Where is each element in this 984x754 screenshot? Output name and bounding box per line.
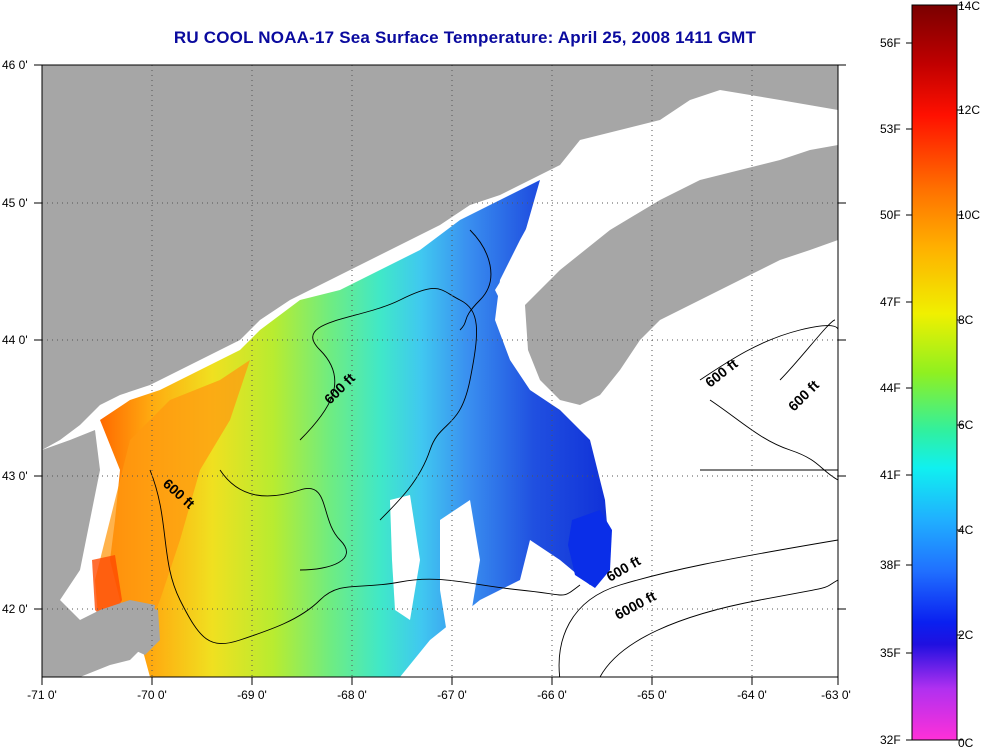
colorbar-c-label: 0C xyxy=(958,736,974,750)
lat-label: 46 0' xyxy=(2,58,28,72)
sst-warm-region xyxy=(95,360,250,650)
lon-label: -68 0' xyxy=(337,688,367,702)
lon-label: -64 0' xyxy=(737,688,767,702)
cloud-patch xyxy=(390,495,420,620)
sst-cold-patch xyxy=(568,510,612,588)
lat-label: 44 0' xyxy=(2,333,28,347)
lat-label: 43 0' xyxy=(2,469,28,483)
land-nova-scotia xyxy=(525,145,838,405)
colorbar-c-label: 10C xyxy=(958,208,980,222)
land-maine xyxy=(42,65,838,450)
lon-label: -66 0' xyxy=(537,688,567,702)
colorbar-f-label: 56F xyxy=(880,36,901,50)
colorbar-c-label: 8C xyxy=(958,313,974,327)
colorbar-c-label: 6C xyxy=(958,418,974,432)
colorbar-f-label: 47F xyxy=(880,295,901,309)
map-frame xyxy=(41,64,839,678)
colorbar-f-label: 53F xyxy=(880,122,901,136)
lon-label: -63 0' xyxy=(821,688,851,702)
land-cape-cod xyxy=(120,605,160,655)
colorbar-c-label: 2C xyxy=(958,628,974,642)
lat-label: 45 0' xyxy=(2,196,28,210)
colorbar-c-label: 12C xyxy=(958,103,980,117)
colorbar-f-label: 32F xyxy=(880,733,901,747)
bay-of-fundy xyxy=(495,140,800,300)
land-cape-breton xyxy=(740,65,838,100)
colorbar-f-label: 41F xyxy=(880,468,901,482)
lon-label: -65 0' xyxy=(637,688,667,702)
colorbar-f-label: 38F xyxy=(880,558,901,572)
colorbar-f-label: 50F xyxy=(880,208,901,222)
colorbar-ticks xyxy=(906,4,963,741)
bathymetry-contours xyxy=(149,229,838,677)
colorbar-f-label: 35F xyxy=(880,646,901,660)
lon-label: -67 0' xyxy=(437,688,467,702)
colorbar-f-label: 44F xyxy=(880,381,901,395)
sst-data-region xyxy=(100,180,610,677)
colorbar-c-label: 14C xyxy=(958,0,980,13)
lat-label: 42 0' xyxy=(2,602,28,616)
graticule xyxy=(42,65,838,677)
lon-label: -69 0' xyxy=(237,688,267,702)
lon-label: -70 0' xyxy=(137,688,167,702)
colorbar-c-label: 4C xyxy=(958,523,974,537)
map-title: RU COOL NOAA-17 Sea Surface Temperature:… xyxy=(173,28,757,47)
axis-ticks xyxy=(34,64,846,685)
lon-label: -71 0' xyxy=(27,688,57,702)
colorbar xyxy=(911,4,958,741)
cloud-patch xyxy=(440,500,480,640)
